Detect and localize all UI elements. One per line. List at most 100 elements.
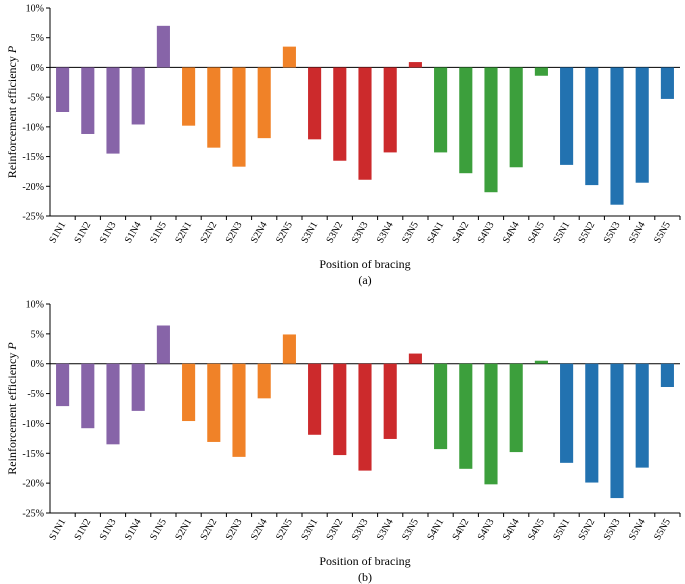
bar-S5N3 bbox=[610, 67, 624, 205]
bar-S1N4 bbox=[131, 67, 145, 125]
x-tick-label: S1N5 bbox=[148, 517, 169, 542]
bar-S1N5 bbox=[156, 325, 170, 364]
x-tick-label: S3N4 bbox=[375, 517, 396, 542]
y-tick-label: -5% bbox=[27, 389, 44, 400]
x-tick-label: S5N2 bbox=[576, 220, 597, 245]
y-tick-label: -15% bbox=[22, 449, 44, 460]
x-tick-label: S4N3 bbox=[476, 517, 497, 542]
y-axis-title: Reinforcement efficiency P bbox=[5, 45, 19, 178]
y-tick-label: -20% bbox=[22, 182, 44, 193]
x-tick-label: S5N4 bbox=[627, 517, 648, 542]
bar-S3N4 bbox=[383, 67, 397, 153]
x-tick-label: S3N2 bbox=[324, 220, 345, 245]
y-tick-label: -25% bbox=[22, 509, 44, 520]
y-tick-label: 0% bbox=[31, 63, 44, 74]
x-tick-label: S3N5 bbox=[400, 517, 421, 542]
y-tick-label: 5% bbox=[31, 33, 44, 44]
bar-S3N3 bbox=[358, 363, 372, 471]
bar-S5N2 bbox=[585, 363, 599, 483]
bar-S3N2 bbox=[333, 363, 347, 456]
bar-S3N1 bbox=[308, 67, 322, 140]
bar-S2N3 bbox=[232, 67, 246, 167]
x-tick-label: S5N1 bbox=[551, 220, 572, 245]
bar-S5N2 bbox=[585, 67, 599, 186]
x-tick-label: S5N3 bbox=[602, 220, 623, 245]
y-tick-label: -10% bbox=[22, 122, 44, 133]
bar-S2N5 bbox=[282, 46, 296, 68]
x-tick-label: S1N3 bbox=[98, 220, 119, 245]
y-axis-title-text: Reinforcement efficiency bbox=[5, 53, 19, 178]
x-tick-label: S2N2 bbox=[198, 517, 219, 542]
x-tick-label: S2N4 bbox=[249, 220, 270, 245]
x-tick-label: S2N3 bbox=[224, 220, 245, 245]
y-tick-label: 0% bbox=[31, 359, 44, 370]
x-tick-label: S3N3 bbox=[350, 517, 371, 542]
bar-S5N3 bbox=[610, 363, 624, 499]
x-tick-label: S1N4 bbox=[123, 517, 144, 542]
x-tick-label: S5N1 bbox=[551, 517, 572, 542]
x-tick-label: S4N2 bbox=[450, 517, 471, 542]
x-tick-label: S2N5 bbox=[274, 517, 295, 542]
bar-S3N4 bbox=[383, 363, 397, 439]
bar-S5N1 bbox=[560, 363, 574, 463]
x-tick-label: S2N5 bbox=[274, 220, 295, 245]
x-tick-label: S2N2 bbox=[198, 220, 219, 245]
bar-S4N2 bbox=[459, 363, 473, 469]
x-tick-label: S5N5 bbox=[652, 517, 673, 542]
x-tick-label: S2N3 bbox=[224, 517, 245, 542]
bar-S3N5 bbox=[408, 353, 422, 364]
y-tick-label: -25% bbox=[22, 212, 44, 223]
bar-S4N5 bbox=[534, 360, 548, 364]
x-tick-label: S1N5 bbox=[148, 220, 169, 245]
y-tick-label: -10% bbox=[22, 419, 44, 430]
bar-S5N1 bbox=[560, 67, 574, 165]
bar-S1N2 bbox=[81, 363, 95, 429]
bar-S4N3 bbox=[484, 363, 498, 485]
bar-S1N2 bbox=[81, 67, 95, 134]
y-tick-label: -15% bbox=[22, 152, 44, 163]
bar-S5N4 bbox=[635, 67, 649, 183]
x-tick-label: S1N1 bbox=[47, 517, 68, 542]
bar-S3N3 bbox=[358, 67, 372, 180]
x-tick-label: S1N2 bbox=[72, 517, 93, 542]
x-tick-label: S4N5 bbox=[526, 517, 547, 542]
bar-S1N4 bbox=[131, 363, 145, 411]
x-tick-label: S2N1 bbox=[173, 517, 194, 542]
y-axis-title-symbol: P bbox=[5, 342, 19, 351]
x-tick-label: S3N5 bbox=[400, 220, 421, 245]
x-tick-label: S3N1 bbox=[299, 220, 320, 245]
y-axis-title: Reinforcement efficiency P bbox=[5, 342, 19, 475]
x-axis-title: Position of bracing bbox=[319, 554, 410, 568]
chart-panel-a: -25%-20%-15%-10%-5%0%5%10%S1N1 S1N2 S1N3 S1… bbox=[5, 4, 681, 287]
bar-S4N3 bbox=[484, 67, 498, 193]
x-tick-label: S5N3 bbox=[602, 517, 623, 542]
chart-panel-b: -25%-20%-15%-10%-5%0%5%10%S1N1 S1N2 S1N3 S1… bbox=[5, 300, 681, 584]
bar-S4N4 bbox=[509, 67, 523, 168]
x-tick-label: S1N1 bbox=[47, 220, 68, 245]
bar-S2N2 bbox=[207, 363, 221, 442]
bar-S3N5 bbox=[408, 62, 422, 68]
y-tick-label: 10% bbox=[26, 300, 44, 311]
x-tick-label: S3N1 bbox=[299, 517, 320, 542]
bar-S4N1 bbox=[434, 363, 448, 450]
x-tick-label: S3N4 bbox=[375, 220, 396, 245]
bar-S1N1 bbox=[56, 67, 70, 112]
bar-S2N3 bbox=[232, 363, 246, 457]
bar-S4N1 bbox=[434, 67, 448, 153]
x-tick-label: S5N4 bbox=[627, 220, 648, 245]
y-axis-title-symbol: P bbox=[5, 45, 19, 54]
x-tick-label: S3N3 bbox=[350, 220, 371, 245]
x-tick-label: S1N3 bbox=[98, 517, 119, 542]
bar-S3N2 bbox=[333, 67, 347, 161]
x-tick-label: S3N2 bbox=[324, 517, 345, 542]
x-tick-label: S4N4 bbox=[501, 517, 522, 542]
y-tick-label: 10% bbox=[26, 4, 44, 15]
panel-label: (a) bbox=[358, 273, 371, 287]
panel-label: (b) bbox=[358, 570, 372, 584]
bar-S2N5 bbox=[282, 334, 296, 364]
bar-S1N5 bbox=[156, 25, 170, 68]
x-tick-label: S4N3 bbox=[476, 220, 497, 245]
bar-S5N4 bbox=[635, 363, 649, 468]
x-tick-label: S2N4 bbox=[249, 517, 270, 542]
bar-S2N1 bbox=[182, 363, 196, 422]
